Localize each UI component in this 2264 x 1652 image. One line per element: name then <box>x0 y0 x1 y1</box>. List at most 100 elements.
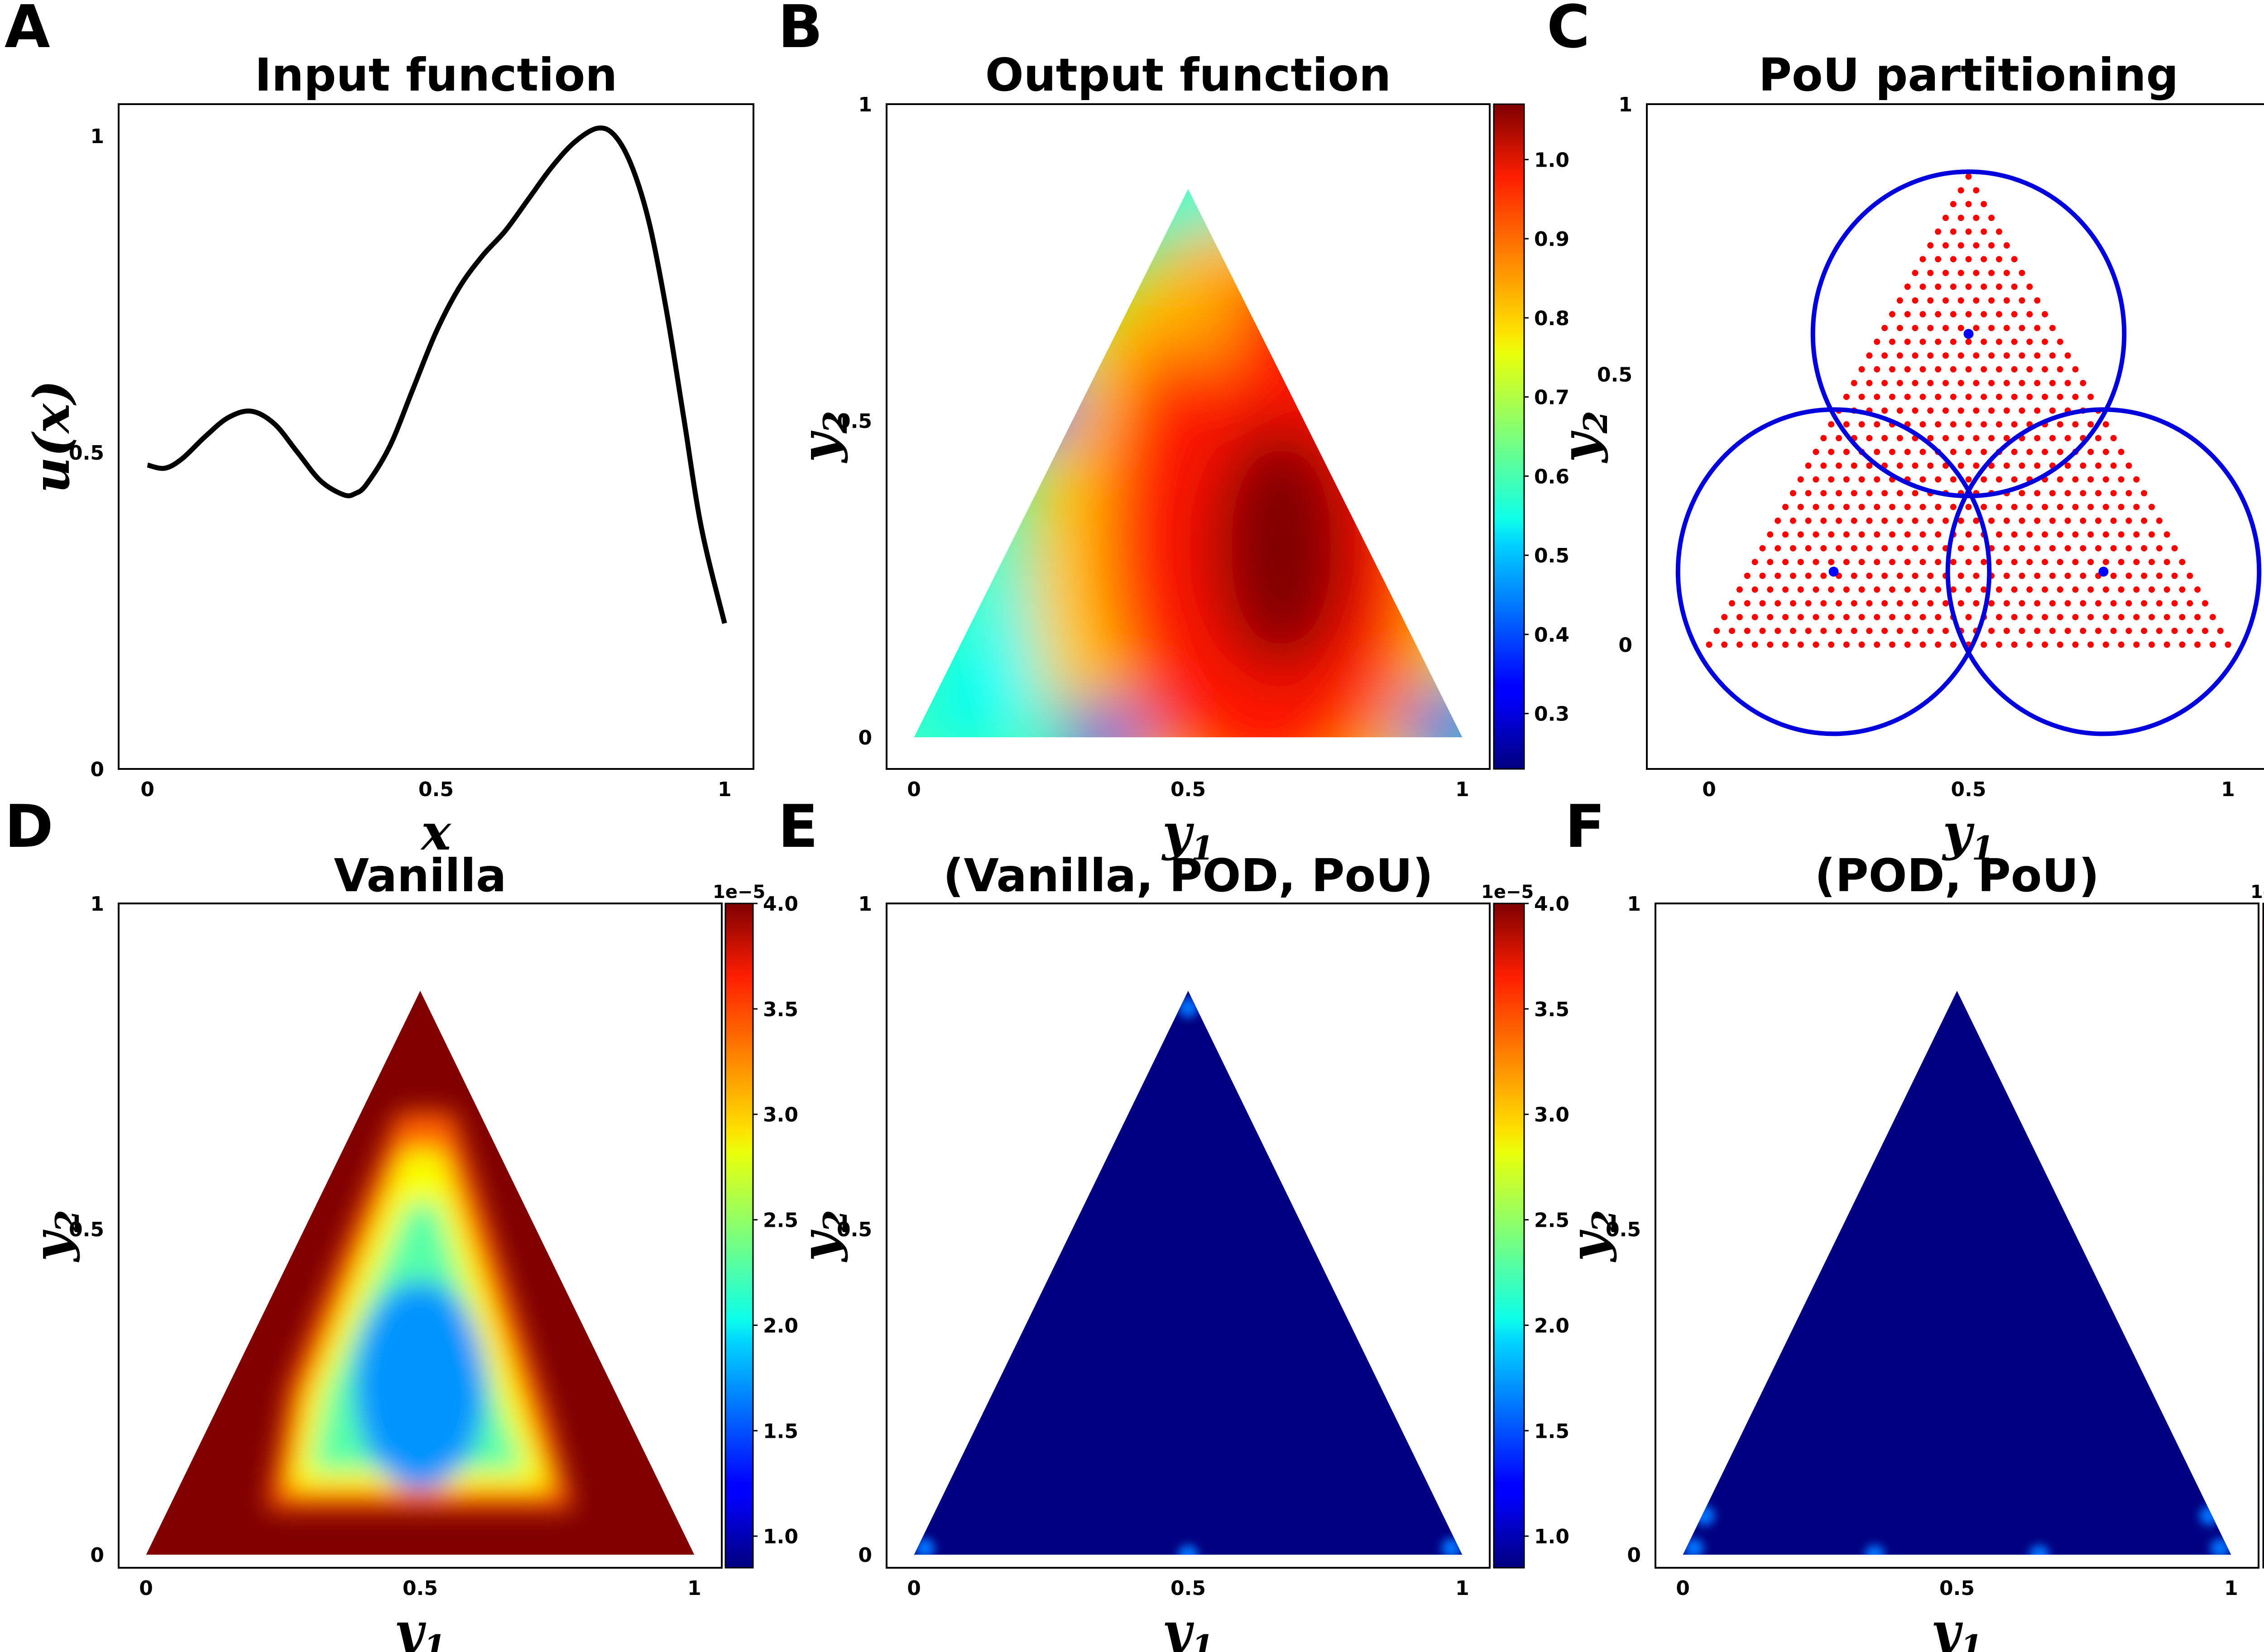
collocation-point <box>2156 628 2163 634</box>
collocation-point <box>1843 504 1850 510</box>
collocation-point <box>2133 614 2140 620</box>
collocation-point <box>2042 394 2048 400</box>
collocation-point <box>2064 572 2071 579</box>
collocation-point <box>1843 641 1850 648</box>
collocation-point <box>1935 338 1942 345</box>
collocation-point <box>1797 586 1804 593</box>
collocation-point <box>2125 600 2132 607</box>
patch-center <box>1828 567 1839 577</box>
collocation-point <box>2194 586 2201 593</box>
plot-area <box>914 189 1463 738</box>
collocation-point <box>1957 407 1964 414</box>
colorbar-tick-label: 3.5 <box>763 998 798 1021</box>
field-peak <box>1210 421 1353 674</box>
collocation-point <box>1813 559 1819 566</box>
collocation-point <box>1927 297 1934 304</box>
collocation-point <box>2064 435 2071 442</box>
collocation-point <box>2042 641 2048 648</box>
collocation-point <box>2064 545 2071 552</box>
collocation-point <box>1843 586 1850 593</box>
y-tick-label: 0 <box>1627 1544 1641 1567</box>
collocation-point <box>1981 641 1987 648</box>
y-tick-label: 0 <box>90 758 104 781</box>
colorbar-tick-label: 0.4 <box>1534 624 1569 647</box>
collocation-point <box>1858 586 1865 593</box>
collocation-point <box>2049 407 2056 414</box>
collocation-point <box>1828 614 1835 620</box>
collocation-point <box>2087 394 2094 400</box>
collocation-point <box>1751 559 1758 566</box>
collocation-point <box>2019 517 2025 524</box>
collocation-point <box>2110 545 2117 552</box>
collocation-point <box>2057 586 2063 593</box>
collocation-point <box>1912 352 1919 359</box>
collocation-point <box>1797 504 1804 510</box>
collocation-point <box>2026 641 2033 648</box>
collocation-point <box>1904 531 1911 538</box>
panel-letter: C <box>1547 0 1590 61</box>
collocation-point <box>2057 394 2063 400</box>
collocation-point <box>1881 352 1888 359</box>
collocation-point <box>2080 517 2087 524</box>
collocation-point <box>1896 628 1903 634</box>
collocation-point <box>1973 545 1980 552</box>
collocation-point <box>2057 614 2063 620</box>
panel-letter: A <box>5 0 50 61</box>
colorbar-tick-label: 0.6 <box>1534 465 1569 488</box>
collocation-point <box>1874 504 1880 510</box>
colorbar: 1.0 1.5 2.0 2.5 3.0 3.5 4.01e−5 <box>1481 882 1569 1569</box>
collocation-point <box>2133 504 2140 510</box>
collocation-point <box>2080 490 2087 497</box>
y-tick-label: 0.5 <box>69 1218 104 1241</box>
collocation-point <box>2003 572 2010 579</box>
collocation-point <box>1896 379 1903 386</box>
collocation-point <box>1881 600 1888 607</box>
collocation-point <box>1919 366 1926 373</box>
field-hot-spot <box>915 1538 935 1555</box>
collocation-point <box>2080 462 2087 469</box>
collocation-point <box>2118 614 2125 620</box>
collocation-point <box>1828 559 1835 566</box>
collocation-points <box>1706 173 2231 648</box>
collocation-point <box>1904 283 1911 290</box>
panel-letter: D <box>5 792 53 861</box>
collocation-point <box>2072 504 2079 510</box>
collocation-point <box>2209 614 2216 620</box>
x-axis-label: x <box>420 803 451 861</box>
collocation-point <box>2163 586 2170 593</box>
plot-area <box>1683 990 2231 1555</box>
collocation-point <box>1713 628 1720 634</box>
x-tick-label: 1 <box>1455 1577 1469 1600</box>
collocation-point <box>1965 476 1972 483</box>
collocation-point <box>1965 504 1972 510</box>
collocation-point <box>2072 559 2079 566</box>
collocation-point <box>1950 283 1957 290</box>
field-low <box>991 376 1079 440</box>
collocation-point <box>1950 228 1957 235</box>
collocation-point <box>1729 600 1736 607</box>
collocation-point <box>1874 531 1880 538</box>
collocation-point <box>1889 448 1895 455</box>
colorbar-exponent: 1e−5 <box>2250 882 2264 903</box>
y-tick-label: 0.5 <box>1606 1218 1641 1241</box>
x-tick-label: 0 <box>907 778 921 801</box>
collocation-point <box>1965 448 1972 455</box>
colorbar-tick-label: 0.8 <box>1534 307 1569 330</box>
collocation-point <box>2148 641 2155 648</box>
field-hot-spot <box>1684 1538 1704 1555</box>
collocation-point <box>2057 421 2063 428</box>
collocation-point <box>1988 242 1995 249</box>
collocation-point <box>2026 586 2033 593</box>
collocation-point <box>1889 614 1895 620</box>
collocation-point <box>2011 531 2018 538</box>
collocation-point <box>1950 421 1957 428</box>
collocation-point <box>2202 600 2208 607</box>
collocation-point <box>1866 545 1873 552</box>
colorbar-tick-label: 0.3 <box>1534 703 1569 726</box>
collocation-point <box>1904 338 1911 345</box>
collocation-point <box>1797 476 1804 483</box>
collocation-point <box>2057 338 2063 345</box>
collocation-point <box>1775 572 1781 579</box>
y-tick-label: 1 <box>90 893 104 916</box>
